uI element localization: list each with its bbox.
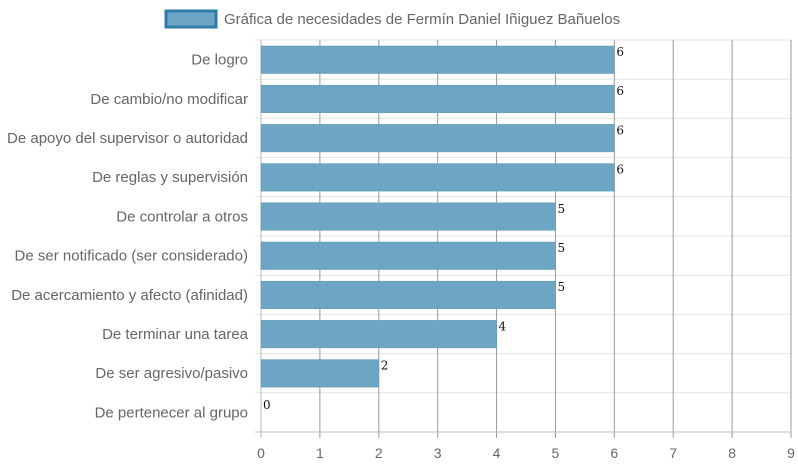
x-tick-label: 8	[728, 445, 736, 461]
data-label: 6	[616, 84, 624, 98]
data-label: 6	[616, 163, 624, 177]
category-label: De logro	[191, 52, 248, 69]
legend-label: Gráfica de necesidades de Fermín Daniel …	[224, 11, 620, 28]
x-axis-ticks: 0 1 2 3 4 5 6 7 8 9	[257, 445, 795, 461]
data-label: 5	[557, 202, 565, 216]
category-label: De ser agresivo/pasivo	[95, 365, 248, 382]
data-label: 4	[499, 319, 507, 333]
category-labels: De logro De cambio/no modificar De apoyo d…	[7, 52, 249, 422]
legend-swatch	[164, 9, 218, 29]
value-labels: 6 6 6 6 5 5 5 4 2 0	[263, 45, 624, 412]
bar[interactable]	[260, 320, 497, 349]
bar[interactable]	[260, 241, 556, 270]
x-tick-label: 7	[669, 445, 677, 461]
category-label: De controlar a otros	[116, 208, 248, 225]
category-label: De cambio/no modificar	[90, 91, 248, 108]
x-tick-label: 3	[434, 445, 442, 461]
data-label: 5	[557, 241, 565, 255]
data-label: 6	[616, 45, 624, 59]
x-tick-label: 0	[257, 445, 265, 461]
data-label: 0	[263, 398, 271, 412]
category-label: De acercamiento y afecto (afinidad)	[11, 287, 248, 304]
x-tick-label: 6	[610, 445, 618, 461]
data-label: 2	[381, 359, 389, 373]
x-tick-label: 1	[316, 445, 324, 461]
data-label: 5	[557, 280, 565, 294]
x-tick-label: 4	[493, 445, 501, 461]
bar[interactable]	[260, 45, 615, 74]
x-tick-label: 5	[552, 445, 560, 461]
category-label: De apoyo del supervisor o autoridad	[7, 130, 248, 147]
bar[interactable]	[260, 84, 615, 113]
bar[interactable]	[260, 163, 615, 192]
bars	[260, 45, 615, 388]
category-label: De pertenecer al grupo	[95, 404, 248, 421]
bar[interactable]	[260, 124, 615, 153]
x-tick-label: 2	[375, 445, 383, 461]
bar[interactable]	[260, 359, 380, 388]
category-label: De terminar una tarea	[102, 326, 249, 343]
bar[interactable]	[260, 202, 556, 231]
category-label: De ser notificado (ser considerado)	[15, 248, 248, 265]
bar[interactable]	[260, 280, 556, 309]
category-label: De reglas y supervisión	[92, 169, 248, 186]
legend[interactable]: Gráfica de necesidades de Fermín Daniel …	[164, 9, 620, 29]
x-tick-label: 9	[787, 445, 795, 461]
data-label: 6	[616, 123, 624, 137]
